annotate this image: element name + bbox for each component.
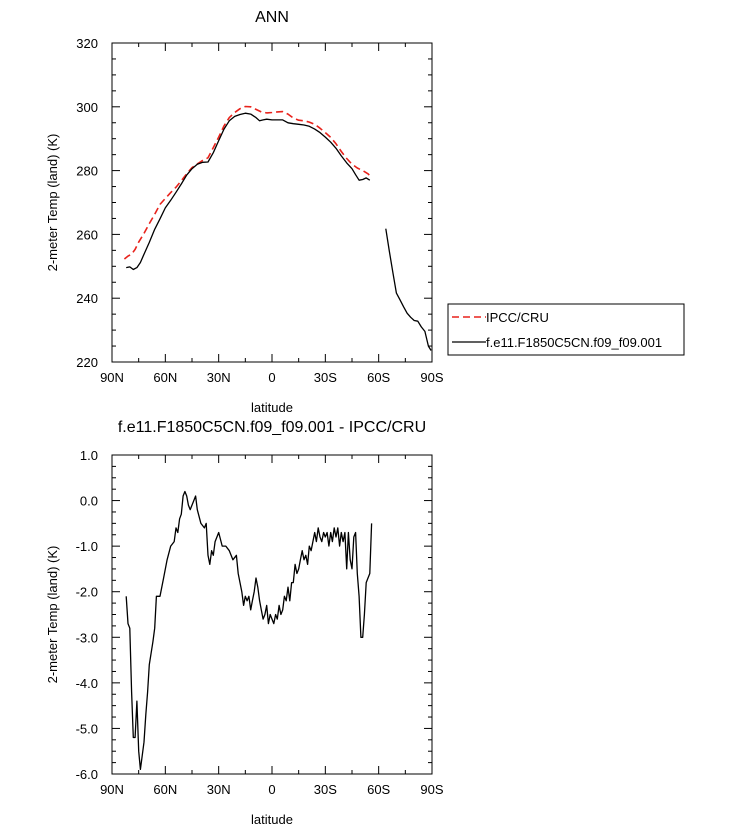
chart-0-series-0-line: [123, 105, 373, 260]
chart-0-y-tick-label: 300: [76, 100, 98, 115]
chart-1-y-tick-label: 1.0: [80, 448, 98, 463]
chart-0-series-1-line: [126, 112, 371, 271]
chart-1-y-tick-label: -3.0: [76, 630, 98, 645]
top-chart: ANN latitude 2-meter Temp (land) (K) 90N 60N…: [45, 9, 685, 415]
chart-0-y-tick-label: 320: [76, 36, 98, 51]
chart-1-y-axis-label: 2-meter Temp (land) (K): [45, 546, 60, 684]
chart-1-y-tick-label: 0.0: [80, 494, 98, 509]
chart-1-x-tick-label: 0: [268, 782, 275, 797]
chart-0-x-tick-label: 0: [268, 370, 275, 385]
chart-0-legend-label: IPCC/CRU: [486, 310, 549, 325]
chart-1-x-tick-label: 30N: [207, 782, 231, 797]
chart-1-plot-frame: [111, 454, 433, 775]
chart-0-y-tick-label: 220: [76, 355, 98, 370]
chart-0-x-tick-label: 60N: [153, 370, 177, 385]
chart-1-x-tick-label: 60S: [367, 782, 390, 797]
chart-1-title: f.e11.F1850C5CN.f09_f09.001 - IPCC/CRU: [118, 419, 426, 436]
chart-0-legend-box: [447, 303, 685, 356]
chart-0-y-tick-label: 280: [76, 164, 98, 179]
chart-1-series-0-line: [125, 490, 373, 771]
chart-0-x-tick-label: 30S: [314, 370, 337, 385]
bottom-chart: f.e11.F1850C5CN.f09_f09.001 - IPCC/CRU la…: [45, 419, 444, 827]
chart-1-y-tick-label: -1.0: [76, 539, 98, 554]
chart-0-x-tick-label: 90N: [100, 370, 124, 385]
chart-0-series-1-line: [385, 228, 432, 351]
chart-1-y-tick-label: -4.0: [76, 676, 98, 691]
chart-0-x-axis-label: latitude: [251, 400, 293, 415]
chart-1-x-tick-label: 60N: [153, 782, 177, 797]
chart-0-x-tick-label: 60S: [367, 370, 390, 385]
chart-0-y-tick-label: 260: [76, 227, 98, 242]
chart-1-x-axis-label: latitude: [251, 812, 293, 827]
chart-1-y-tick-label: -2.0: [76, 585, 98, 600]
chart-0-y-axis-label: 2-meter Temp (land) (K): [45, 134, 60, 272]
chart-0-title: ANN: [255, 9, 289, 26]
chart-0-legend-label: f.e11.F1850C5CN.f09_f09.001: [486, 335, 662, 350]
chart-1-y-tick-label: -5.0: [76, 721, 98, 736]
chart-0-x-tick-label: 30N: [207, 370, 231, 385]
chart-1-y-tick-label: -6.0: [76, 767, 98, 782]
chart-1-x-tick-label: 90N: [100, 782, 124, 797]
chart-0-x-tick-label: 90S: [420, 370, 443, 385]
chart-0-y-tick-label: 240: [76, 291, 98, 306]
chart-1-x-tick-label: 30S: [314, 782, 337, 797]
chart-1-x-tick-label: 90S: [420, 782, 443, 797]
chart-0-legend: IPCC/CRU f.e11.F1850C5CN.f09_f09.001: [447, 303, 685, 356]
chart-0-plot-frame: [111, 42, 433, 363]
